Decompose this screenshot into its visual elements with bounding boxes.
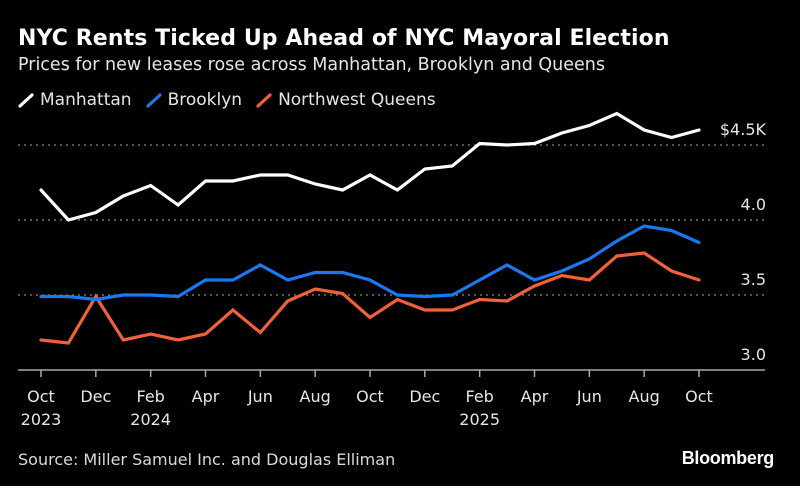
x-tick-month: Oct — [685, 387, 713, 406]
series-line-manhattan — [39, 111, 701, 222]
y-tick-label: $4.5K — [720, 120, 767, 139]
x-tick-month: Dec — [80, 387, 111, 406]
chart-subtitle: Prices for new leases rose across Manhat… — [18, 55, 605, 75]
x-tick-year: 2025 — [459, 410, 500, 429]
legend-label: Manhattan — [40, 90, 132, 110]
x-tick-month: Jun — [247, 387, 273, 406]
x-tick-month: Jun — [576, 387, 602, 406]
chart-title: NYC Rents Ticked Up Ahead of NYC Mayoral… — [18, 26, 670, 51]
series-line-brooklyn — [39, 224, 701, 302]
x-tick-month: Feb — [466, 387, 494, 406]
legend-label: Brooklyn — [167, 90, 243, 110]
bloomberg-logo: Bloomberg — [681, 448, 775, 468]
x-tick-month: Oct — [27, 387, 55, 406]
x-tick-month: Apr — [192, 387, 220, 406]
x-tick-year: 2023 — [21, 410, 62, 429]
legend-label: Northwest Queens — [278, 90, 436, 110]
y-tick-label: 4.0 — [741, 195, 766, 214]
x-tick-year: 2024 — [130, 410, 171, 429]
legend-item: Brooklyn — [145, 90, 243, 110]
legend: Manhattan Brooklyn Northwest Queens — [18, 90, 436, 110]
legend-item: Manhattan — [18, 90, 132, 110]
legend-line-icon — [145, 93, 162, 108]
x-tick-month: Apr — [521, 387, 549, 406]
x-tick-month: Aug — [629, 387, 660, 406]
x-tick-month: Aug — [300, 387, 331, 406]
y-tick-label: 3.5 — [741, 270, 766, 289]
source-note: Source: Miller Samuel Inc. and Douglas E… — [18, 450, 396, 469]
legend-line-icon — [18, 93, 34, 108]
legend-line-icon — [256, 93, 272, 108]
legend-item: Northwest Queens — [256, 90, 436, 110]
x-tick-month: Dec — [409, 387, 440, 406]
x-tick-month: Oct — [356, 387, 384, 406]
x-tick-month: Feb — [137, 387, 165, 406]
series-line-northwest-queens — [39, 251, 701, 345]
y-tick-label: 3.0 — [741, 345, 766, 364]
